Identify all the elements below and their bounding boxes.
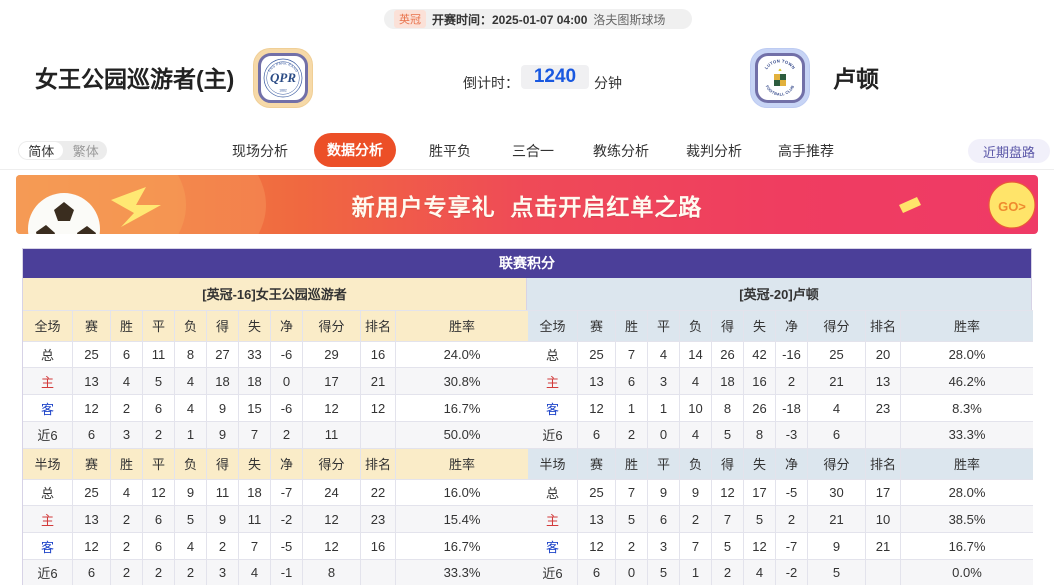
svg-text:QPR: QPR: [270, 70, 296, 85]
svg-text:LUTON TOWN: LUTON TOWN: [764, 58, 797, 70]
svg-text:1882: 1882: [279, 89, 287, 93]
svg-text:GO>: GO>: [998, 199, 1026, 214]
svg-text:FOOTBALL CLUB: FOOTBALL CLUB: [765, 85, 795, 97]
